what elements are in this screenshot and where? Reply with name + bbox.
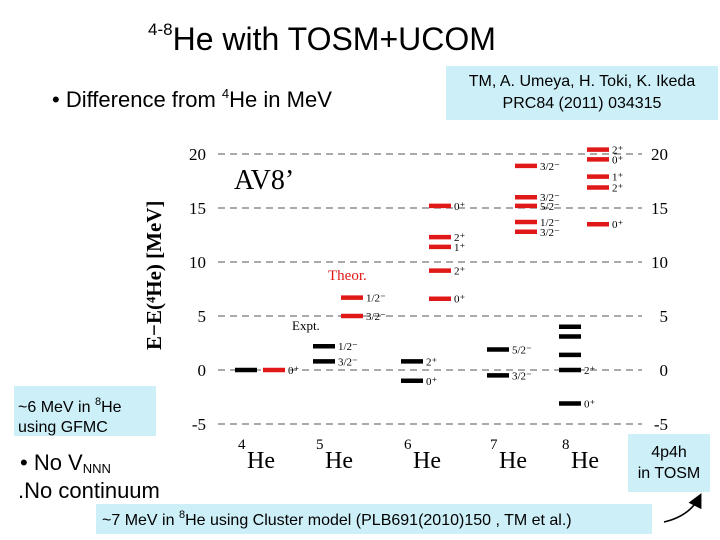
experiment-level-label: 2⁺ xyxy=(584,365,596,377)
cluster-text-post: He using Cluster model (PLB691(2010)150 … xyxy=(185,512,572,529)
nucleus-symbol: He xyxy=(413,448,441,474)
reference-box: TM, A. Umeya, H. Toki, K. Ikeda PRC84 (2… xyxy=(446,66,718,120)
theory-level-label: 5/2⁻ xyxy=(540,201,560,213)
theory-level-label: 2⁺ xyxy=(612,145,624,157)
nucleus-mass-number: 6 xyxy=(404,437,412,453)
energy-levels: 0⁺3/2⁻1/2⁻3/2⁻1/2⁻0⁺2⁺0⁺2⁺1⁺2⁺0⁺3/2⁻5/2⁻… xyxy=(235,145,624,410)
y-tick-label-left: 15 xyxy=(189,199,206,218)
theory-level-label: 2⁺ xyxy=(454,232,466,244)
bullet-difference-suffix: He in MeV xyxy=(229,87,332,112)
y-tick-label-left: 0 xyxy=(198,361,207,380)
bullet-no-vnnn: • No VNNN xyxy=(20,450,111,476)
nucleus-mass-number: 7 xyxy=(490,437,498,453)
y-tick-label-left: 20 xyxy=(189,145,206,164)
nucleus-symbol: He xyxy=(247,448,275,474)
bullet-difference-superscript: 4 xyxy=(221,86,230,101)
y-tick-labels: 20 20 15 15 10 10 5 5 0 0 -5 -5 xyxy=(189,145,668,434)
experiment-level-label: 3/2⁻ xyxy=(338,356,358,368)
nucleus-label: 7He xyxy=(490,437,527,474)
cluster-superscript: 8 xyxy=(178,509,186,521)
y-tick-label-right: 0 xyxy=(660,361,669,380)
bullet-no-continuum: .No continuum xyxy=(18,478,160,504)
bullet-no-vnnn-subscript: NNN xyxy=(82,461,111,476)
y-tick-label-right: 5 xyxy=(660,307,669,326)
theory-label: Theor. xyxy=(328,268,367,284)
theory-level-label: 0⁺ xyxy=(454,201,466,213)
theory-level-label: 2⁺ xyxy=(612,182,624,194)
gfmc-superscript: 8 xyxy=(94,396,102,408)
theory-level-label: 0⁺ xyxy=(612,219,624,231)
nucleus-mass-number: 5 xyxy=(316,437,324,453)
theory-level-label: 0⁺ xyxy=(612,154,624,166)
bullet-no-continuum-text: No continuum xyxy=(24,478,160,503)
theory-level-label: 0⁺ xyxy=(454,294,466,306)
experiment-label: Expt. xyxy=(292,318,320,333)
experiment-level-label: 0⁺ xyxy=(426,376,438,388)
cluster-text-pre: ~7 MeV in xyxy=(102,512,179,529)
theory-level-label: 3/2⁻ xyxy=(540,192,560,204)
interaction-label: AV8’ xyxy=(234,165,294,196)
theory-level-label: 1/2⁻ xyxy=(540,217,560,229)
title-main: He with TOSM+UCOM xyxy=(172,21,496,57)
title-superscript: 4-8 xyxy=(148,20,173,39)
tosm-line2: in TOSM xyxy=(637,465,701,482)
bullet-difference: • Difference from 4He in MeV xyxy=(52,86,332,113)
theory-level-label: 1/2⁻ xyxy=(366,293,386,305)
nucleus-symbol: He xyxy=(325,448,353,474)
theory-level-label: 2⁺ xyxy=(454,266,466,278)
y-axis-label: E−E(⁴He) [MeV] xyxy=(142,201,166,350)
y-tick-label-right: 20 xyxy=(651,145,668,164)
y-tick-label-right: -5 xyxy=(654,415,668,434)
reference-authors: TM, A. Umeya, H. Toki, K. Ikeda xyxy=(468,73,696,90)
tosm-line1: 4p4h xyxy=(651,444,687,461)
theory-level-label: 0⁺ xyxy=(288,365,300,377)
nucleus-mass-number: 8 xyxy=(562,437,570,453)
bullet-marker: . xyxy=(18,478,25,503)
experiment-level-label: 0⁺ xyxy=(584,398,596,410)
bullet-difference-prefix: • Difference from xyxy=(52,87,222,112)
gfmc-text-post: He xyxy=(101,399,122,416)
theory-level-label: 3/2⁻ xyxy=(540,227,560,239)
bullet-no-vnnn-prefix: • No V xyxy=(20,450,83,475)
slide-title: 4-8He with TOSM+UCOM xyxy=(148,20,496,58)
nucleus-symbol: He xyxy=(571,448,599,474)
y-tick-label-right: 15 xyxy=(651,199,668,218)
experiment-level-label: 2⁺ xyxy=(426,356,438,368)
cluster-model-note: ~7 MeV in 8He using Cluster model (PLB69… xyxy=(96,504,652,534)
y-tick-label-left: -5 xyxy=(192,415,206,434)
experiment-level-label: 1/2⁻ xyxy=(338,341,358,353)
nucleus-label: 8He xyxy=(562,437,599,474)
nucleus-label: 5He xyxy=(316,437,353,474)
gfmc-line2: using GFMC xyxy=(18,419,108,436)
tosm-note: 4p4h in TOSM xyxy=(628,434,710,492)
y-tick-label-left: 5 xyxy=(198,307,207,326)
experiment-level-label: 5/2⁻ xyxy=(512,344,532,356)
theory-level-label: 1⁺ xyxy=(454,242,466,254)
theory-level-label: 3/2⁻ xyxy=(540,161,560,173)
nucleus-label: 4He xyxy=(238,437,275,474)
nucleus-label: 6He xyxy=(404,437,441,474)
y-tick-label-left: 10 xyxy=(189,253,206,272)
nucleus-symbol: He xyxy=(499,448,527,474)
theory-level-label: 1⁺ xyxy=(612,172,624,184)
reference-journal: PRC84 (2011) 034315 xyxy=(502,95,662,112)
gfmc-text-pre: ~6 MeV in xyxy=(18,399,95,416)
gfmc-note: ~6 MeV in 8He using GFMC xyxy=(14,386,156,436)
experiment-level-label: 3/2⁻ xyxy=(512,370,532,382)
nucleus-mass-number: 4 xyxy=(238,437,246,453)
y-tick-label-right: 10 xyxy=(651,253,668,272)
theory-level-label: 3/2⁻ xyxy=(366,311,386,323)
arrow-to-tosm-note xyxy=(663,493,702,523)
